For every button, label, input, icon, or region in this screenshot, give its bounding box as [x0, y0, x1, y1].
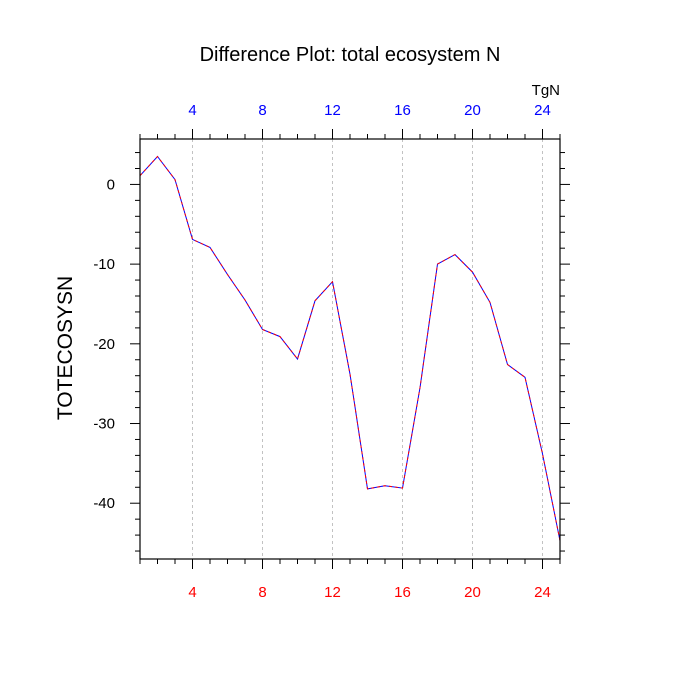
- x-tick-label-top: 20: [464, 102, 481, 119]
- series-lines: [139, 155, 561, 541]
- y-tick-label: -40: [93, 495, 115, 512]
- x-tick-label-top: 12: [324, 102, 341, 119]
- units-label: TgN: [532, 82, 560, 99]
- series-line-red-dashed: [139, 155, 561, 541]
- series-line-blue: [139, 155, 561, 541]
- x-tick-label-top: 4: [188, 102, 196, 119]
- plot-frame: [139, 138, 561, 560]
- x-tick-label-top: 24: [534, 102, 551, 119]
- x-tick-label-bottom: 16: [394, 584, 411, 601]
- x-tick-label-top: 8: [258, 102, 266, 119]
- chart-title: Difference Plot: total ecosystem N: [200, 44, 501, 66]
- tick-labels: 4 4 8 8 12 12 16 16 20 20 24 24 0 -10 -20 -30 -40: [93, 102, 551, 601]
- axis-ticks: [130, 129, 570, 569]
- y-axis-label: TOTECOSYSN: [54, 276, 77, 420]
- x-tick-label-bottom: 4: [188, 584, 196, 601]
- x-tick-label-bottom: 24: [534, 584, 551, 601]
- x-tick-label-bottom: 8: [258, 584, 266, 601]
- grid-lines: [192, 139, 543, 559]
- y-tick-label: -20: [93, 336, 115, 353]
- x-tick-label-bottom: 12: [324, 584, 341, 601]
- x-tick-label-top: 16: [394, 102, 411, 119]
- y-tick-label: -30: [93, 416, 115, 433]
- y-tick-label: -10: [93, 256, 115, 273]
- x-tick-label-bottom: 20: [464, 584, 481, 601]
- y-tick-label: 0: [107, 176, 115, 193]
